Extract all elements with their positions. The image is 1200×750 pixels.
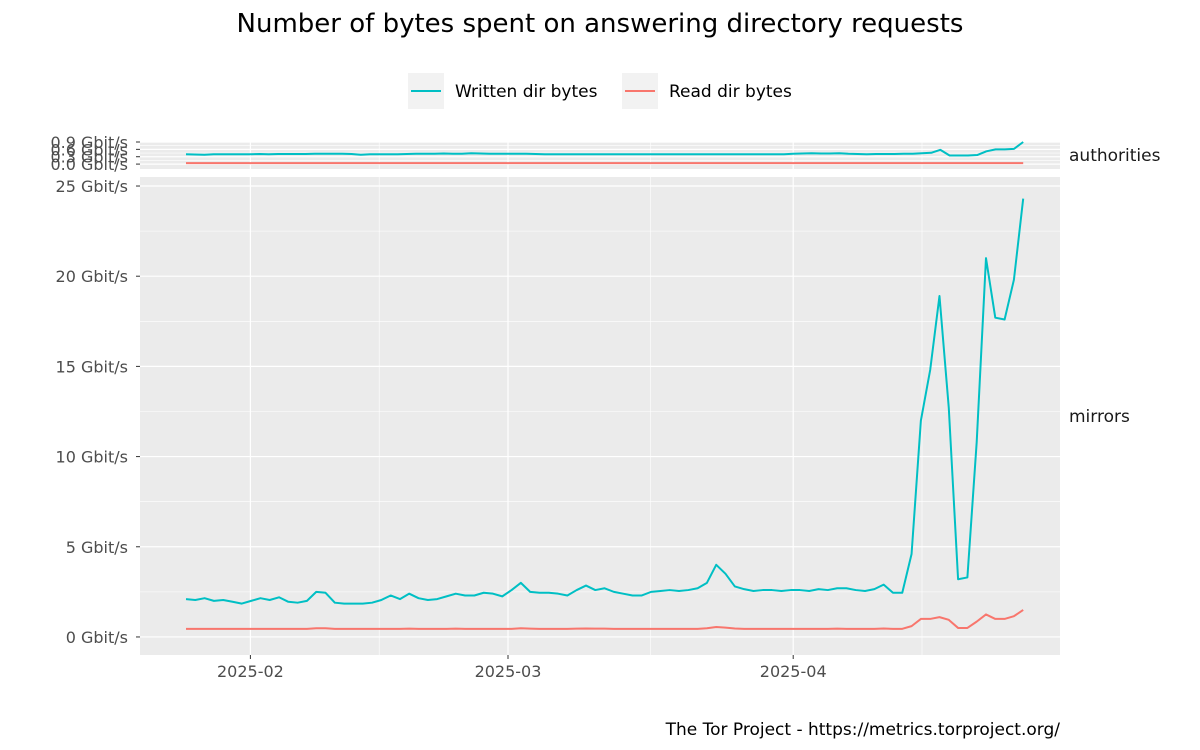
chart-caption: The Tor Project - https://metrics.torpro… (665, 720, 1061, 740)
y-tick-label: 0.6 Gbit/s (50, 140, 128, 159)
x-axis: 2025-02 2025-03 2025-04 (217, 655, 827, 681)
x-tick-label: 2025-02 (217, 662, 284, 681)
x-tick-label: 2025-04 (760, 662, 827, 681)
panel-mirrors: 0 Gbit/s 5 Gbit/s 10 Gbit/s 15 Gbit/s 20 Gbi… (56, 177, 1060, 655)
strip-label-mirrors: mirrors (1069, 407, 1130, 427)
y-tick-label: 5 Gbit/s (66, 538, 128, 557)
y-tick-label: 15 Gbit/s (56, 357, 128, 376)
series-line-written-dir-bytes-authorities (185, 141, 1024, 157)
y-tick-label: 0 Gbit/s (66, 628, 128, 647)
y-tick-label: 0.9 Gbit/s (50, 133, 128, 152)
x-tick-label: 2025-03 (475, 662, 542, 681)
panel-authorities: 0.0 Gbit/s0.3 Gbit/s0.6 Gbit/s0.9 Gbit/s (50, 133, 1060, 174)
series-line-read-dir-bytes-mirrors (186, 609, 1024, 630)
chart-title: Number of bytes spent on answering direc… (237, 9, 964, 39)
legend-label-read: Read dir bytes (669, 82, 792, 102)
series-line-written-dir-bytes-mirrors (185, 198, 1025, 605)
legend: Written dir bytes Read dir bytes (408, 73, 792, 109)
y-tick-label: 0.3 Gbit/s (50, 148, 128, 167)
y-tick-label: 20 Gbit/s (56, 267, 128, 286)
y-tick-label: 10 Gbit/s (56, 448, 128, 467)
y-tick-label: 25 Gbit/s (56, 177, 128, 196)
strip-label-authorities: authorities (1069, 146, 1161, 166)
legend-label-written: Written dir bytes (455, 82, 598, 102)
y-tick-label: 0.0 Gbit/s (50, 155, 128, 174)
